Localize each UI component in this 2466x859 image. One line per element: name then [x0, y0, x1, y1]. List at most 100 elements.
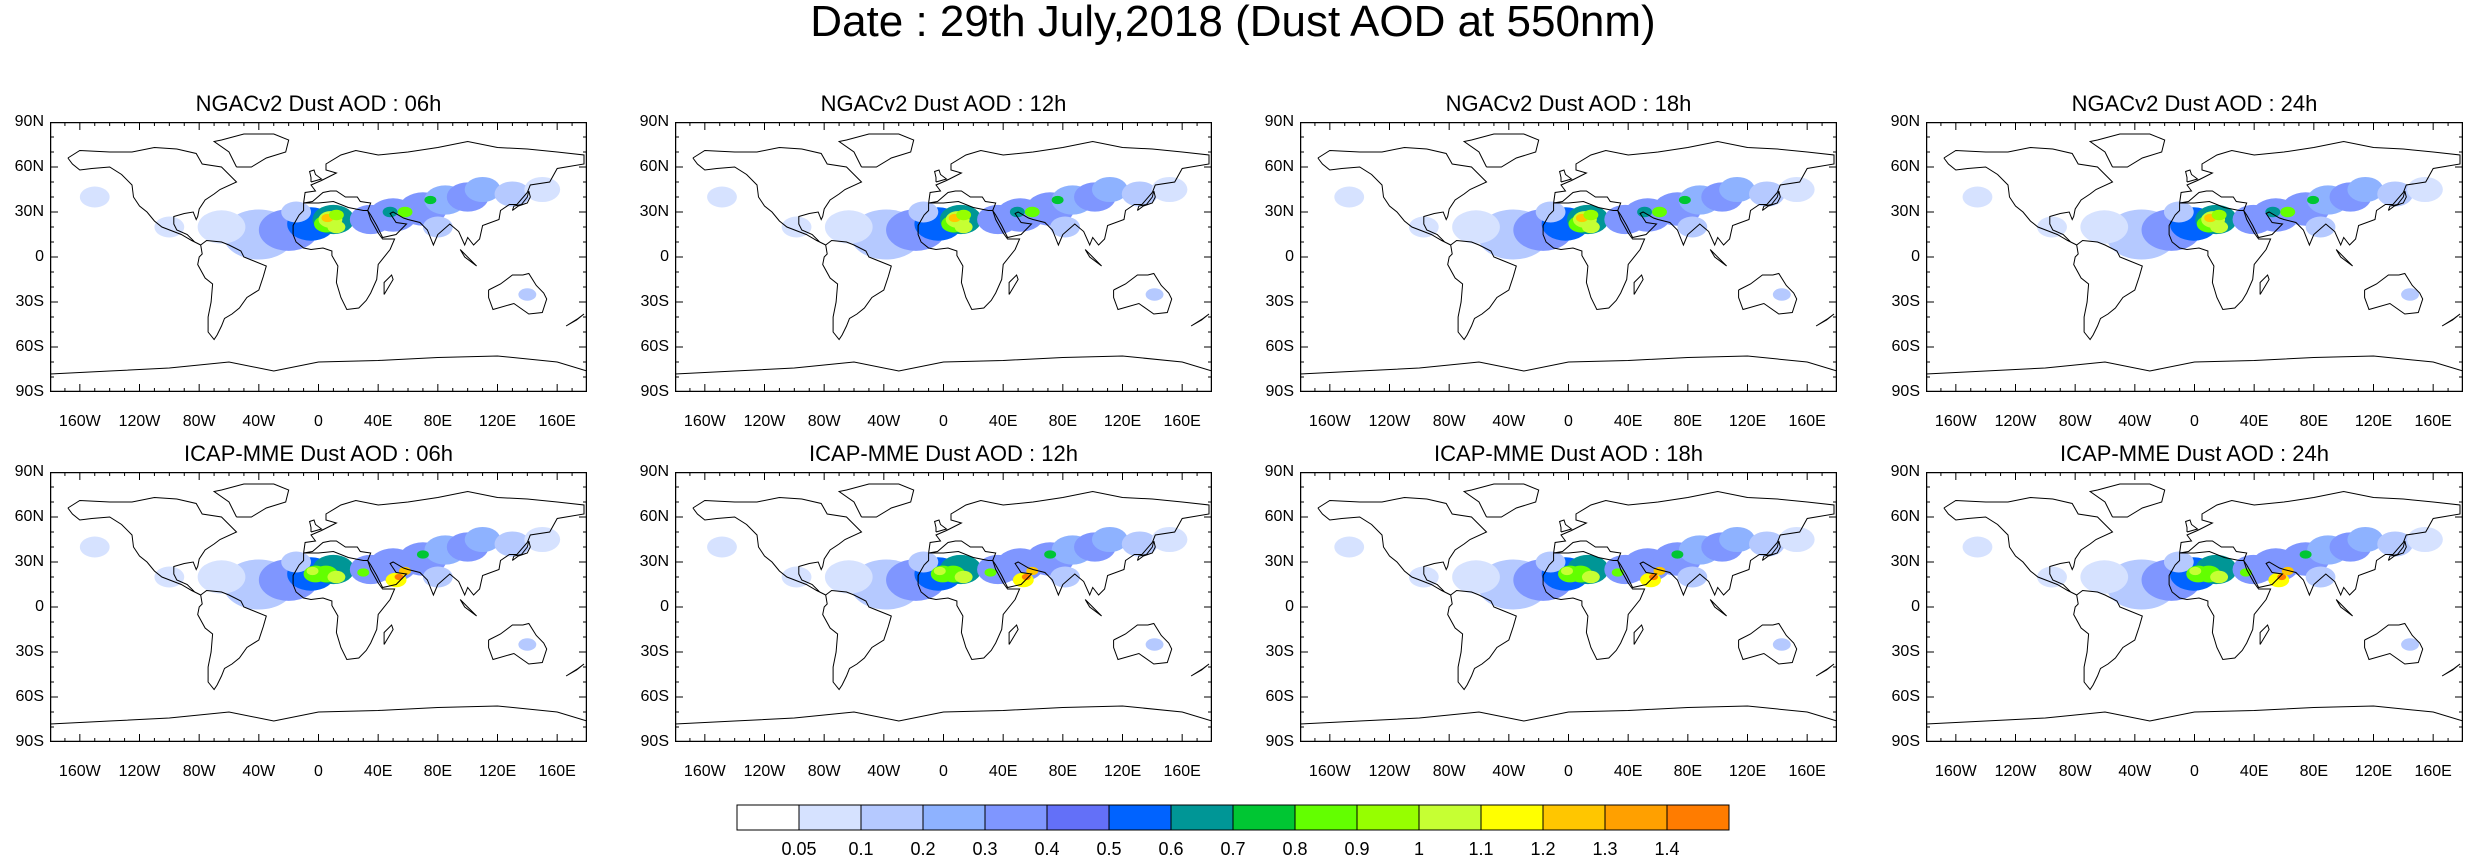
coastline — [2088, 133, 2166, 168]
lat-label: 30N — [639, 203, 669, 220]
coastline — [1633, 624, 1644, 645]
coastline — [1815, 313, 1835, 327]
colorbar-swatch — [1232, 804, 1296, 831]
coastline — [2259, 274, 2270, 295]
lat-label: 30S — [1265, 293, 1294, 310]
coastline — [197, 589, 267, 691]
lon-label: 40E — [363, 763, 393, 780]
lon-label: 80W — [182, 763, 216, 780]
coastline — [2073, 239, 2143, 341]
coastline — [2073, 589, 2143, 691]
lon-label: 0 — [1564, 763, 1573, 780]
dust-aod-patch — [1652, 206, 1667, 218]
lon-label: 80E — [1673, 413, 1703, 430]
coastline — [1633, 274, 1644, 295]
lat-label: 90N — [14, 463, 44, 480]
lat-label: 60N — [1264, 508, 1294, 525]
colorbar-label: 0.7 — [1220, 839, 1246, 859]
lon-label: 80E — [423, 413, 453, 430]
lat-label: 90N — [639, 463, 669, 480]
lon-label: 120E — [2354, 413, 2393, 430]
dust-aod-patch — [933, 566, 946, 576]
coastline — [2364, 622, 2424, 665]
coastline — [1136, 190, 1156, 211]
dust-aod-patch — [707, 536, 737, 558]
lon-label: 0 — [314, 413, 323, 430]
coastline — [1761, 540, 1781, 561]
map-panel — [1926, 472, 2463, 742]
dust-aod-patch — [79, 186, 110, 208]
colorbar-label: 1.1 — [1468, 839, 1494, 859]
lat-label: 30S — [640, 293, 669, 310]
coastline — [822, 239, 892, 341]
lat-label: 0 — [1911, 248, 1920, 265]
coastline — [1553, 140, 1835, 247]
dust-aod-patch — [1452, 210, 1500, 244]
lat-label: 0 — [35, 598, 44, 615]
lon-label: 160W — [1934, 763, 1977, 780]
colorbar-label: 0.8 — [1282, 839, 1308, 859]
colorbar-swatch — [1046, 804, 1110, 831]
dust-aod-patch — [1962, 186, 1993, 208]
map-panel — [50, 472, 587, 742]
lon-label: 80E — [1048, 413, 1078, 430]
lat-label: 90S — [1265, 733, 1294, 750]
lon-label: 0 — [1564, 413, 1573, 430]
lon-label: 0 — [939, 413, 948, 430]
coastline — [1761, 190, 1781, 211]
coastline — [511, 540, 531, 561]
dust-aod-patch — [1583, 209, 1599, 221]
dust-aod-patch — [2280, 206, 2296, 218]
dust-aod-patch — [1772, 288, 1791, 301]
lon-label: 40E — [1613, 763, 1643, 780]
lat-label: 30N — [639, 553, 669, 570]
dust-aod-patch — [524, 176, 561, 203]
lon-label: 160E — [1163, 763, 1201, 780]
coastline — [459, 599, 477, 617]
lat-label: 90S — [15, 733, 44, 750]
lat-label: 30N — [14, 553, 44, 570]
colorbar-swatch — [1170, 804, 1234, 831]
lat-label: 30N — [1264, 553, 1294, 570]
coastline — [1008, 624, 1019, 645]
dust-aod-patch — [1719, 526, 1755, 553]
colorbar-swatch — [1666, 804, 1730, 831]
dust-aod-patch — [1778, 526, 1815, 553]
colorbar-swatch — [1356, 804, 1420, 831]
lon-label: 80E — [2299, 763, 2329, 780]
lat-label: 60S — [15, 688, 44, 705]
lon-label: 40W — [867, 763, 901, 780]
dust-aod-patch — [2277, 573, 2287, 581]
coastline — [1709, 599, 1727, 617]
lat-label: 30S — [15, 293, 44, 310]
coastline — [1300, 705, 1837, 725]
lat-label: 90S — [640, 383, 669, 400]
lat-label: 90S — [1891, 383, 1920, 400]
coastline — [197, 239, 267, 341]
lat-label: 0 — [1285, 598, 1294, 615]
coastline — [565, 663, 585, 677]
lon-label: 40W — [1492, 763, 1526, 780]
colorbar-label: 0.9 — [1344, 839, 1370, 859]
dust-aod-patch — [1334, 186, 1365, 208]
coastline — [1926, 705, 2463, 725]
dust-aod-patch — [1535, 201, 1566, 223]
dust-aod-patch — [1145, 288, 1164, 301]
dust-aod-patch — [1051, 195, 1064, 205]
lon-label: 120W — [1368, 413, 1411, 430]
dust-aod-patch — [2401, 288, 2419, 301]
lat-label: 0 — [35, 248, 44, 265]
coastline — [1738, 272, 1798, 315]
lon-label: 120W — [1368, 763, 1411, 780]
dust-aod-patch — [327, 570, 346, 584]
coastline — [1447, 239, 1517, 341]
dust-aod-patch — [1334, 536, 1365, 558]
dust-aod-patch — [1024, 206, 1040, 218]
lat-label: 0 — [660, 598, 669, 615]
dust-aod-patch — [518, 638, 537, 651]
lon-label: 120E — [1728, 413, 1767, 430]
lat-label: 30S — [1891, 643, 1920, 660]
coastline — [692, 146, 863, 246]
panel-title: ICAP-MME Dust AOD : 24h — [2060, 441, 2329, 466]
